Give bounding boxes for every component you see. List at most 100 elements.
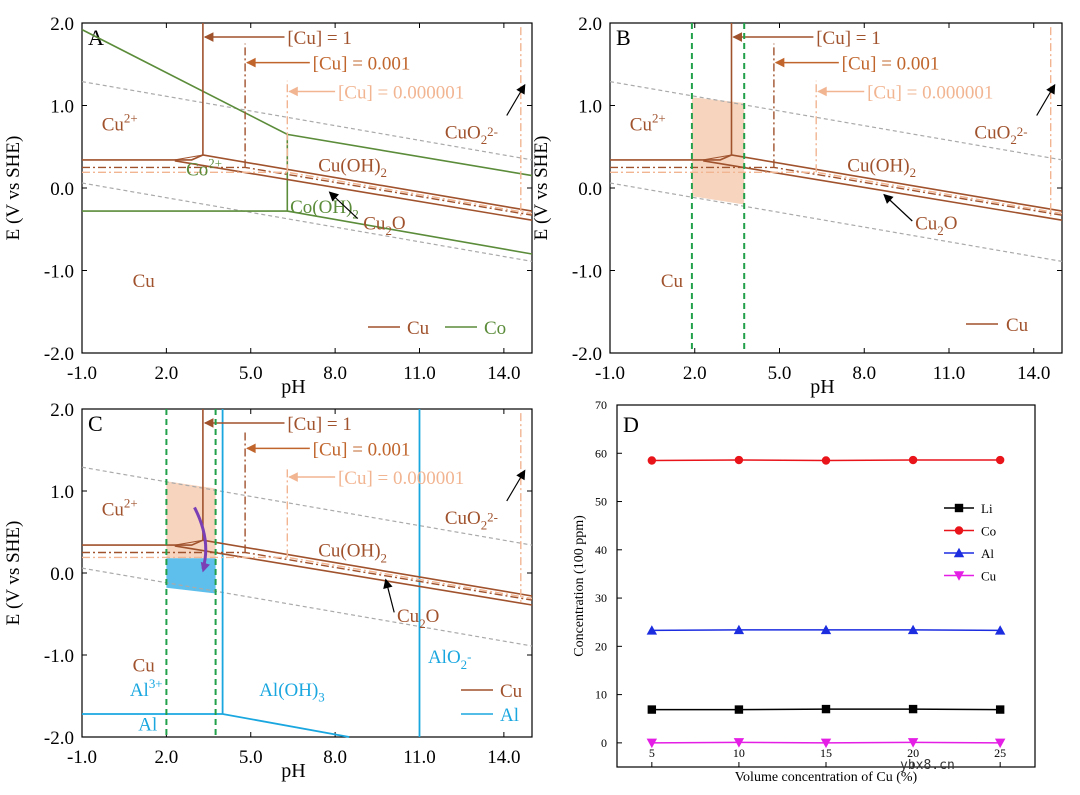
species-cu2o: Cu2O bbox=[915, 213, 957, 238]
y-tick-label: 2.0 bbox=[50, 400, 74, 421]
watermark: ybx8.cn bbox=[900, 758, 955, 773]
data-point-li bbox=[995, 705, 1005, 714]
cu-line-1e6 bbox=[610, 171, 1063, 215]
y-tick-label: -1.0 bbox=[44, 262, 74, 283]
y-tick-label: 0.0 bbox=[50, 179, 74, 200]
species-cu2: Cu2+ bbox=[102, 110, 138, 135]
y-tick-label: 0.0 bbox=[50, 564, 74, 585]
recovery-region-shade bbox=[166, 558, 216, 594]
conc-label-001: [Cu] = 0.001 bbox=[842, 54, 940, 75]
data-point-co bbox=[821, 456, 831, 465]
legend-co-label: Co bbox=[484, 318, 506, 339]
conc-arrow-1e6-head bbox=[288, 86, 298, 97]
cu2o-pointer-head bbox=[883, 193, 894, 204]
panel-letter: D bbox=[623, 412, 639, 437]
cu-boundary-joint bbox=[174, 154, 203, 161]
cu-line-1-lower bbox=[174, 160, 533, 221]
cu2-stable-shade bbox=[691, 97, 745, 205]
x-tick-label: 5.0 bbox=[239, 363, 263, 384]
cu2-stable-shade bbox=[166, 481, 216, 559]
x-tick-label: 14.0 bbox=[1017, 363, 1050, 384]
cuo2-pointer-head bbox=[1046, 83, 1056, 95]
conc-label-1: [Cu] = 1 bbox=[287, 28, 352, 49]
species-cu2o: Cu2O bbox=[363, 213, 405, 238]
conc-label-1e6: [Cu] = 0.000001 bbox=[867, 82, 993, 103]
species-cuo2: CuO22- bbox=[445, 508, 498, 533]
species-cuoh2: Cu(OH)2 bbox=[318, 156, 387, 181]
species-cuoh2: Cu(OH)2 bbox=[847, 156, 916, 181]
panel-d: 5 10 15 20 25 0 10 20 30 40 50 60 70 Volume concentra… bbox=[572, 398, 1036, 785]
co-lower-boundary bbox=[82, 210, 533, 255]
y-tick-label: 0 bbox=[601, 736, 607, 750]
data-point-cu bbox=[994, 738, 1006, 749]
y-tick-label: 1.0 bbox=[578, 97, 602, 118]
x-tick-label: 8.0 bbox=[323, 363, 347, 384]
x-tick-label: -1.0 bbox=[595, 363, 625, 384]
data-point-co bbox=[995, 455, 1005, 465]
legend-label-al: Al bbox=[981, 546, 994, 561]
species-cu2o: Cu2O bbox=[397, 606, 439, 631]
x-tick-label: 15 bbox=[820, 746, 832, 760]
legend-marker-al bbox=[953, 547, 965, 558]
cuo2-pointer-head bbox=[516, 83, 526, 95]
y-axis-label: E (V vs SHE) bbox=[531, 136, 552, 241]
x-tick-label: 20 bbox=[907, 746, 919, 760]
legend-cu-label: Cu bbox=[407, 318, 430, 339]
legend-cu-label: Cu bbox=[500, 681, 523, 702]
species-cuoh2: Cu(OH)2 bbox=[318, 541, 387, 566]
water-hydrogen-line bbox=[81, 182, 533, 262]
x-tick-label: 5.0 bbox=[768, 363, 792, 384]
x-tick-label: -1.0 bbox=[67, 747, 97, 768]
x-axis-label: Volume concentration of Cu (%) bbox=[735, 770, 918, 785]
legend-marker-li bbox=[954, 503, 964, 513]
y-tick-label: 1.0 bbox=[50, 97, 74, 118]
y-tick-label: 40 bbox=[595, 543, 607, 557]
data-point-li bbox=[908, 704, 918, 714]
water-oxygen-line bbox=[81, 466, 533, 546]
water-oxygen-line bbox=[81, 81, 533, 161]
data-point-al bbox=[820, 624, 832, 635]
panel-letter: B bbox=[616, 25, 631, 50]
legend-marker-co bbox=[954, 526, 964, 535]
x-tick-label: 25 bbox=[994, 746, 1006, 760]
x-tick-label: 10 bbox=[733, 746, 745, 760]
conc-label-1e6: [Cu] = 0.000001 bbox=[338, 82, 464, 103]
legend-marker-cu bbox=[953, 571, 965, 581]
y-tick-label: -2.0 bbox=[572, 344, 602, 365]
conc-label-1: [Cu] = 1 bbox=[287, 414, 352, 435]
cu-line-1-upper bbox=[82, 154, 533, 212]
y-tick-label: 50 bbox=[595, 495, 607, 509]
legend-label-cu: Cu bbox=[981, 569, 997, 584]
species-cu: Cu bbox=[133, 655, 156, 676]
species-aloh3: Al(OH)3 bbox=[259, 680, 325, 705]
water-hydrogen-line bbox=[81, 567, 533, 647]
y-tick-label: 1.0 bbox=[50, 482, 74, 503]
x-tick-label: 5 bbox=[649, 746, 655, 760]
y-tick-label: -2.0 bbox=[44, 728, 74, 749]
cuo2-pointer-head bbox=[516, 469, 526, 481]
y-axis-label: Concentration (100 ppm) bbox=[572, 515, 587, 657]
water-hydrogen-line bbox=[609, 182, 1063, 262]
legend-al-label: Al bbox=[500, 705, 519, 726]
species-cuo2: CuO22- bbox=[445, 123, 498, 148]
cu-line-1-lower bbox=[174, 545, 533, 606]
data-point-al bbox=[646, 625, 658, 635]
y-axis-label: E (V vs SHE) bbox=[3, 521, 24, 626]
y-tick-label: 2.0 bbox=[50, 14, 74, 35]
x-tick-label: 2.0 bbox=[155, 747, 179, 768]
co-upper-boundary bbox=[81, 28, 533, 177]
cu-line-1e6 bbox=[82, 556, 533, 600]
y-tick-label: 2.0 bbox=[578, 14, 602, 35]
data-point-cu bbox=[820, 738, 832, 749]
cu-line-1e6 bbox=[82, 171, 533, 215]
data-point-li bbox=[821, 704, 831, 714]
conc-label-001: [Cu] = 0.001 bbox=[313, 439, 411, 460]
y-tick-label: 20 bbox=[595, 639, 607, 653]
species-cu: Cu bbox=[661, 271, 684, 292]
legend-cu-label: Cu bbox=[1006, 315, 1029, 336]
x-tick-label: 2.0 bbox=[155, 363, 179, 384]
y-tick-label: -1.0 bbox=[44, 646, 74, 667]
species-al3: Al3+ bbox=[130, 676, 163, 701]
species-cu: Cu bbox=[133, 271, 156, 292]
